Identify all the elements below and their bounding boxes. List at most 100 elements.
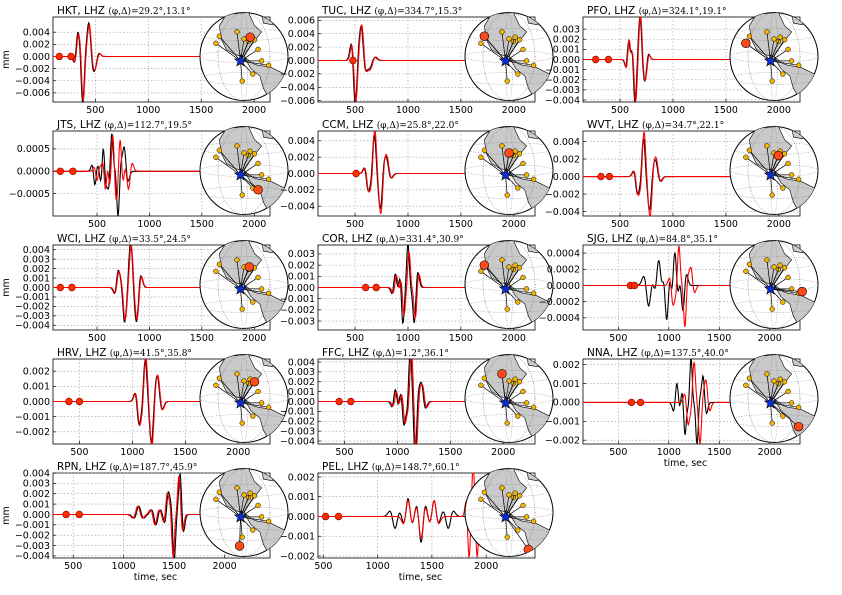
station-channel: HKT, LHZ (57, 5, 108, 17)
y-tick-label: −0.002 (545, 75, 580, 86)
ray-path (480, 385, 506, 404)
station-dot (478, 154, 484, 160)
x-tick-label: 2000 (474, 561, 498, 572)
y-tick-label: 0.002 (288, 152, 315, 163)
x-tick-label: 2000 (226, 447, 250, 458)
station-highlight (504, 148, 514, 158)
x-tick-label: 1500 (173, 447, 197, 458)
ray-path (484, 492, 506, 518)
x-tick-label: 1500 (449, 219, 473, 230)
azimuth-distance: (φ,Δ)=84.8°,35.1° (636, 234, 718, 245)
station-dot (515, 185, 521, 191)
station-dot (512, 490, 518, 496)
y-tick-label: 0.002 (23, 489, 50, 500)
x-tick-label: 1500 (189, 105, 213, 116)
station-dot (265, 518, 272, 524)
x-tick-label: 1500 (707, 333, 731, 344)
station-highlight (797, 286, 807, 297)
ray-path (505, 174, 508, 196)
y-tick-label: 0.004 (288, 29, 315, 40)
station-highlight (741, 38, 751, 48)
ray-path (770, 288, 773, 310)
azimuth-distance: (φ,Δ)=324.1°,19.1° (639, 6, 727, 17)
y-tick-label: −0.002 (280, 417, 315, 428)
x-tick-label: 1000 (385, 447, 409, 458)
station-dot (213, 154, 219, 160)
station-dot (250, 71, 256, 77)
station-dot (746, 375, 753, 381)
station-highlight (793, 421, 804, 432)
y-tick-label: 0.002 (23, 40, 50, 51)
ray-path (745, 271, 771, 290)
panel-tuc: 500 1000 1500 2000 0.006 0.004 0.002 0.000 −0.00… (280, 5, 554, 116)
panel-hrv: 500 1000 1500 2000 0.002 0.001 0.000 −0.001 −0.0… (15, 347, 289, 458)
x-tick-label: 500 (609, 447, 627, 458)
y-tick-label: −0.002 (280, 551, 315, 562)
ray-path (240, 60, 269, 66)
meridian-line (239, 354, 249, 443)
x-tick-label: 1000 (396, 219, 420, 230)
azimuth-distance: (φ,Δ)=1.2°,36.1° (372, 348, 448, 359)
ray-path (505, 381, 520, 404)
ray-path-highlight (484, 264, 506, 290)
window-marker (321, 512, 330, 521)
station-channel: TUC, LHZ (321, 5, 374, 17)
ray-path (749, 36, 771, 62)
parallel-line (200, 506, 288, 519)
x-tick-label: 1000 (112, 561, 136, 572)
ray-path (770, 402, 799, 408)
station-dot (265, 176, 272, 182)
x-tick-label: 1500 (190, 333, 214, 344)
station-dot (743, 154, 749, 160)
y-tick-label: 0.000 (288, 56, 315, 67)
station-dot (481, 147, 488, 153)
station-dot (781, 37, 788, 43)
ray-path (219, 150, 241, 176)
window-marker (75, 397, 84, 406)
parallel-line (465, 506, 553, 519)
station-channel: RPN, LHZ (57, 461, 109, 473)
ray-path (240, 153, 255, 176)
x-tick-label: 500 (314, 561, 332, 572)
window-marker (604, 55, 613, 64)
panel-cor-globe-inset (464, 240, 554, 329)
station-dot (764, 371, 770, 377)
y-tick-label: −0.002 (15, 64, 50, 75)
x-tick-label: 1000 (657, 447, 681, 458)
parallel-line (730, 186, 818, 199)
station-dot (530, 518, 537, 524)
x-tick-label: 500 (64, 561, 82, 572)
panel-nna: 500 1000 1500 2000 0.002 0.001 0.000 −0.001 −0.0… (545, 347, 819, 469)
panel-hrv-globe-inset (199, 354, 289, 443)
y-tick-label: −0.006 (280, 96, 315, 107)
ray-path (215, 157, 241, 176)
y-tick-label: −0.002 (15, 427, 50, 438)
y-tick-label: 0.003 (23, 254, 50, 265)
y-tick-label: 0.001 (288, 272, 315, 283)
station-dot (213, 40, 219, 46)
station-dot (265, 62, 272, 68)
station-dot (258, 58, 265, 64)
ray-path (215, 271, 241, 290)
event-star-icon (233, 167, 248, 181)
ray-path (215, 499, 241, 518)
panel-ccm-globe-inset (464, 126, 554, 215)
station-dot (499, 485, 505, 491)
y-tick-label: 0.001 (288, 492, 315, 503)
ray-path (480, 271, 506, 290)
window-marker (352, 169, 360, 178)
parallel-line (465, 164, 553, 177)
x-tick-label: 500 (88, 333, 106, 344)
x-tick-label: 1000 (396, 105, 420, 116)
window-marker (349, 56, 357, 65)
parallel-line (730, 300, 818, 313)
meridian-line (504, 126, 514, 215)
meridian-line (239, 468, 249, 557)
station-dot (512, 262, 518, 268)
meridian-line (504, 468, 514, 557)
window-marker (69, 167, 77, 175)
station-dot (506, 264, 512, 270)
ray-path (505, 37, 516, 62)
y-tick-label: −0.003 (545, 85, 580, 96)
x-tick-label: 2000 (212, 561, 236, 572)
